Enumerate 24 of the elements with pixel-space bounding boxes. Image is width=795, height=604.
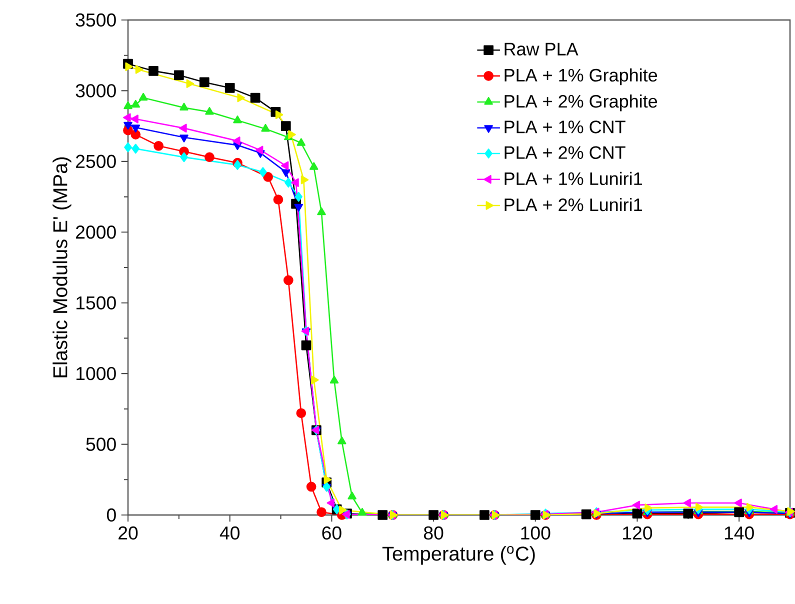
legend-label: PLA + 1% Graphite [504, 68, 658, 86]
y-tick-label: 1500 [76, 296, 116, 310]
x-tick-label: 60 [322, 526, 342, 540]
x-tick-label: 20 [118, 526, 138, 540]
legend-label: PLA + 1% CNT [504, 120, 626, 134]
y-tick-label: 3000 [76, 84, 116, 98]
legend-label: PLA + 2% Graphite [504, 94, 658, 112]
x-tick-label: 140 [724, 526, 754, 540]
x-tick-label: 40 [220, 526, 240, 540]
x-tick-label: 80 [424, 526, 444, 540]
y-tick-label: 1000 [76, 366, 116, 380]
y-tick-label: 500 [86, 438, 116, 451]
x-axis-title: Temperature ($^{o}$C) [382, 546, 535, 565]
legend-label: PLA + 2% CNT [504, 146, 626, 159]
y-axis-title: Elastic Modulus E' (MPa) [52, 157, 72, 378]
y-tick-label: 0 [106, 508, 116, 522]
legend-label: Raw PLA [504, 42, 578, 56]
y-tick-label: 3500 [76, 13, 116, 27]
x-tick-label: 100 [521, 526, 550, 540]
y-tick-label: 2000 [76, 226, 116, 239]
legend-label: PLA + 2% Luniri1 [504, 198, 642, 212]
x-tick-label: 120 [623, 526, 652, 540]
legend-label: PLA + 1% Luniri1 [504, 172, 642, 186]
y-tick-label: 2500 [76, 154, 116, 168]
